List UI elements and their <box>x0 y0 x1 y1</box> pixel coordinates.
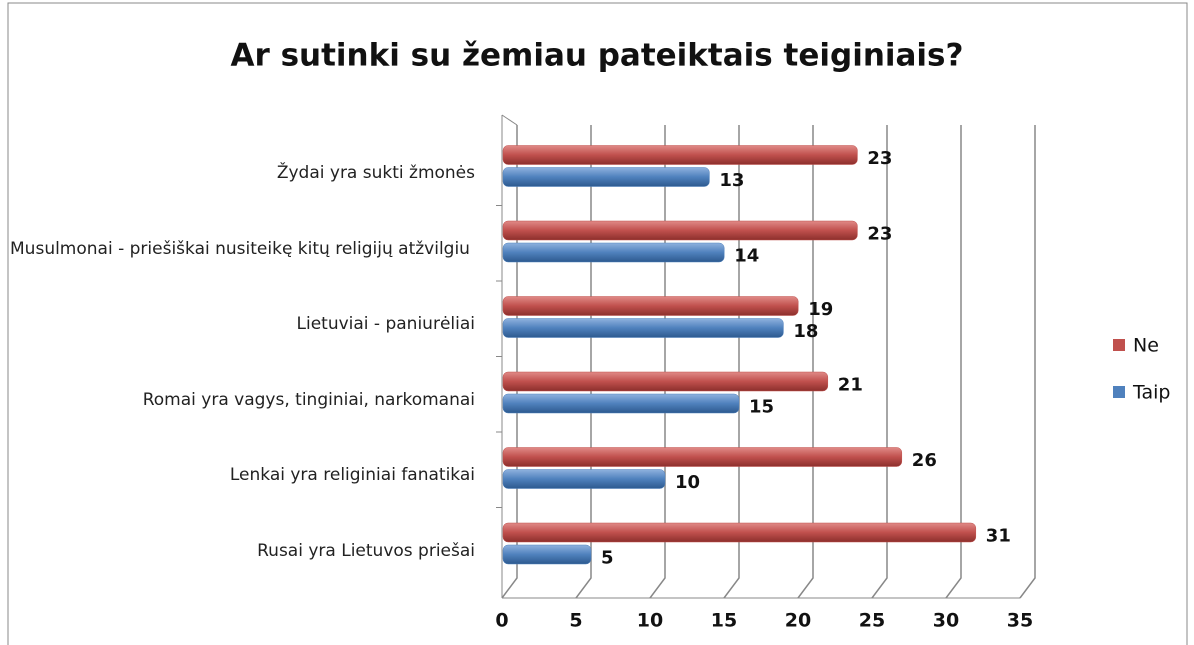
legend-label: Taip <box>1132 382 1170 404</box>
axis-line <box>501 114 518 126</box>
legend-swatch <box>1113 339 1125 351</box>
value-label: 31 <box>986 526 1011 547</box>
grid-line <box>575 125 592 599</box>
chart-border <box>7 2 1188 645</box>
x-tick-label: 20 <box>785 610 811 632</box>
value-label: 14 <box>734 246 759 267</box>
value-label: 19 <box>808 299 833 320</box>
y-tick-label: Lenkai yra religiniai fanatikai <box>229 465 475 485</box>
value-label: 21 <box>838 375 863 396</box>
value-label: 23 <box>867 148 892 169</box>
y-tick-label: Žydai yra sukti žmonės <box>276 163 475 183</box>
value-label: 5 <box>601 548 614 569</box>
x-tick-label: 35 <box>1007 610 1033 632</box>
x-tick-label: 5 <box>569 610 582 632</box>
x-tick-label: 25 <box>859 610 885 632</box>
x-tick-label: 10 <box>637 610 663 632</box>
bar <box>502 544 592 565</box>
grid-line <box>723 125 740 599</box>
bar <box>502 220 858 241</box>
value-label: 18 <box>793 321 818 342</box>
grid-line <box>501 125 518 599</box>
x-tick-label: 0 <box>495 610 508 632</box>
value-label: 10 <box>675 472 700 493</box>
bar <box>502 167 710 187</box>
grid-line <box>945 125 962 599</box>
legend-swatch <box>1113 386 1125 398</box>
legend-label: Ne <box>1133 335 1159 357</box>
y-tick-label: Rusai yra Lietuvos priešai <box>257 540 475 561</box>
value-label: 26 <box>912 450 937 471</box>
value-label: 13 <box>719 170 744 191</box>
value-label: 23 <box>867 224 892 245</box>
bar <box>502 145 858 165</box>
bar <box>502 318 784 338</box>
x-tick-label: 30 <box>933 610 959 632</box>
x-tick-label: 15 <box>711 610 737 632</box>
bar <box>502 522 977 543</box>
y-tick-label: Lietuviai - paniurėliai <box>296 314 475 334</box>
bar <box>502 296 799 316</box>
value-label: 15 <box>749 397 774 418</box>
bar <box>502 447 903 467</box>
y-tick-label: Romai yra vagys, tinginiai, narkomanai <box>142 389 475 410</box>
grid-line <box>649 125 666 599</box>
chart-title: Ar sutinki su žemiau pateiktais teiginia… <box>231 38 964 74</box>
grid-line <box>871 125 888 599</box>
y-tick-label: Musulmonai - priešiškai nusiteikę kitų r… <box>10 238 470 259</box>
bar <box>502 242 725 263</box>
bar <box>502 393 740 414</box>
grid-line <box>797 125 814 599</box>
grid-line <box>1019 125 1036 599</box>
bar <box>502 371 829 392</box>
bar <box>502 469 666 489</box>
